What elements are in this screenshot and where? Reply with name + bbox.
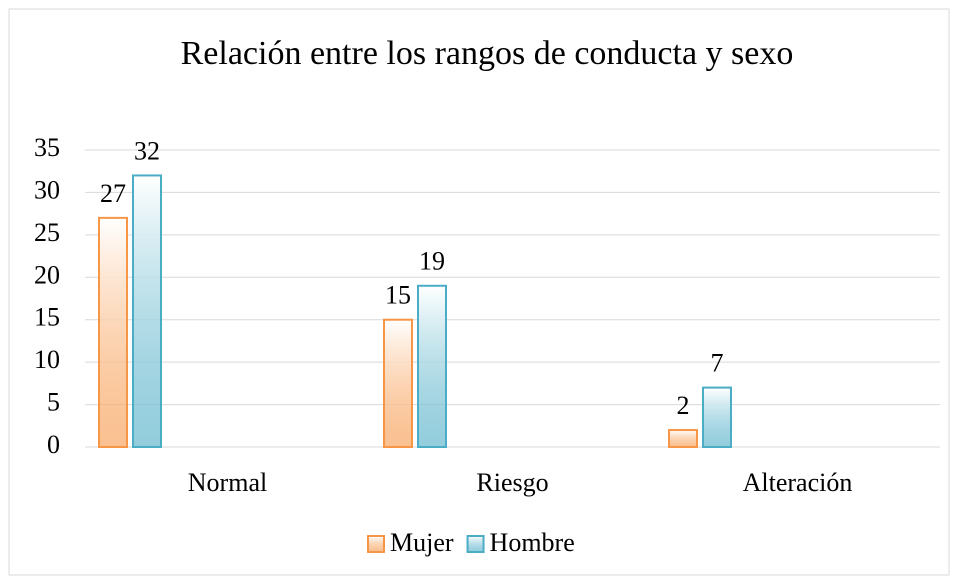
chart-frame [8, 8, 950, 576]
y-tick-label: 15 [34, 303, 60, 332]
y-tick-label: 30 [34, 175, 60, 204]
legend-swatch [466, 535, 485, 553]
y-tick-label: 0 [47, 430, 60, 459]
y-tick-label: 35 [34, 133, 60, 162]
x-tick-label: Normal [188, 468, 267, 497]
bar [417, 284, 447, 448]
bar [132, 174, 162, 448]
data-label: 32 [134, 136, 160, 165]
legend-swatch [367, 535, 385, 553]
legend-label: Hombre [490, 528, 575, 557]
x-tick-label: Riesgo [476, 468, 548, 497]
data-label: 27 [100, 179, 126, 208]
legend-label: Mujer [390, 528, 454, 557]
data-label: 2 [677, 391, 690, 420]
bar [98, 216, 128, 448]
chart-title: Relación entre los rangos de conducta y … [181, 35, 794, 72]
bar [383, 318, 413, 449]
x-tick-label: Alteración [743, 468, 853, 497]
y-tick-label: 25 [34, 218, 60, 247]
data-label: 19 [419, 247, 445, 276]
y-tick-label: 5 [47, 388, 60, 417]
bar [702, 386, 732, 449]
y-tick-label: 20 [34, 260, 60, 289]
y-tick-label: 10 [34, 345, 60, 374]
bar [668, 429, 698, 448]
data-label: 15 [385, 281, 411, 310]
data-label: 7 [711, 349, 724, 378]
